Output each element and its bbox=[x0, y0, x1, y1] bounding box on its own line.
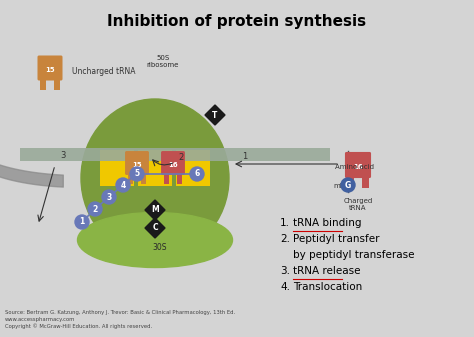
Text: 3: 3 bbox=[106, 192, 111, 202]
Circle shape bbox=[75, 215, 89, 229]
Text: 5: 5 bbox=[135, 170, 139, 179]
Circle shape bbox=[88, 202, 102, 216]
Text: by peptidyl transferase: by peptidyl transferase bbox=[293, 250, 414, 260]
Text: tRNA release: tRNA release bbox=[293, 266, 361, 276]
FancyBboxPatch shape bbox=[37, 56, 63, 81]
Text: Source: Bertram G. Katzung, Anthony J. Trevor: Basic & Clinical Pharmacology, 13: Source: Bertram G. Katzung, Anthony J. T… bbox=[5, 310, 235, 329]
Text: 1: 1 bbox=[79, 217, 85, 226]
Circle shape bbox=[130, 167, 144, 181]
Text: 30S: 30S bbox=[153, 243, 167, 251]
Ellipse shape bbox=[78, 213, 233, 268]
Text: Peptidyl transfer: Peptidyl transfer bbox=[293, 234, 380, 244]
Text: T: T bbox=[212, 111, 218, 120]
Text: tRNA binding: tRNA binding bbox=[293, 218, 362, 228]
Text: 16: 16 bbox=[353, 164, 363, 170]
FancyBboxPatch shape bbox=[141, 172, 146, 184]
Text: 50S
ribosome: 50S ribosome bbox=[147, 55, 179, 68]
Circle shape bbox=[341, 178, 355, 192]
FancyBboxPatch shape bbox=[345, 152, 371, 178]
Text: 15: 15 bbox=[132, 162, 142, 168]
Text: 1.: 1. bbox=[280, 218, 290, 228]
FancyBboxPatch shape bbox=[125, 151, 149, 175]
Text: Uncharged tRNA: Uncharged tRNA bbox=[72, 66, 136, 75]
Text: 6: 6 bbox=[194, 170, 200, 179]
Text: Amino acid: Amino acid bbox=[335, 164, 374, 170]
FancyBboxPatch shape bbox=[177, 172, 182, 184]
FancyBboxPatch shape bbox=[176, 150, 210, 186]
FancyBboxPatch shape bbox=[161, 151, 185, 175]
Text: 2: 2 bbox=[178, 153, 183, 162]
Ellipse shape bbox=[81, 99, 229, 257]
Text: C: C bbox=[152, 223, 158, 233]
Text: 15: 15 bbox=[45, 67, 55, 73]
Text: 3.: 3. bbox=[280, 266, 290, 276]
FancyBboxPatch shape bbox=[362, 175, 369, 188]
Text: Translocation: Translocation bbox=[293, 282, 362, 292]
FancyBboxPatch shape bbox=[128, 172, 133, 184]
FancyBboxPatch shape bbox=[100, 150, 134, 186]
FancyBboxPatch shape bbox=[138, 150, 172, 186]
Text: 4: 4 bbox=[120, 181, 126, 189]
Polygon shape bbox=[145, 218, 165, 238]
Text: 3: 3 bbox=[60, 151, 65, 159]
Text: Charged
tRNA: Charged tRNA bbox=[343, 198, 373, 211]
Text: Inhibition of protein synthesis: Inhibition of protein synthesis bbox=[108, 14, 366, 29]
FancyBboxPatch shape bbox=[164, 172, 169, 184]
Circle shape bbox=[116, 178, 130, 192]
Text: G: G bbox=[345, 181, 351, 189]
Text: 1: 1 bbox=[242, 152, 247, 161]
Circle shape bbox=[190, 167, 204, 181]
FancyBboxPatch shape bbox=[20, 148, 330, 160]
FancyBboxPatch shape bbox=[40, 77, 46, 90]
Text: 2.: 2. bbox=[280, 234, 290, 244]
Text: M: M bbox=[151, 206, 159, 214]
Circle shape bbox=[102, 190, 116, 204]
FancyBboxPatch shape bbox=[54, 77, 60, 90]
FancyBboxPatch shape bbox=[347, 175, 354, 188]
Polygon shape bbox=[145, 200, 165, 220]
Text: mRNA: mRNA bbox=[333, 183, 355, 189]
Text: 2: 2 bbox=[92, 205, 98, 214]
Text: 4.: 4. bbox=[280, 282, 290, 292]
Polygon shape bbox=[205, 105, 225, 125]
Text: 16: 16 bbox=[168, 162, 178, 168]
